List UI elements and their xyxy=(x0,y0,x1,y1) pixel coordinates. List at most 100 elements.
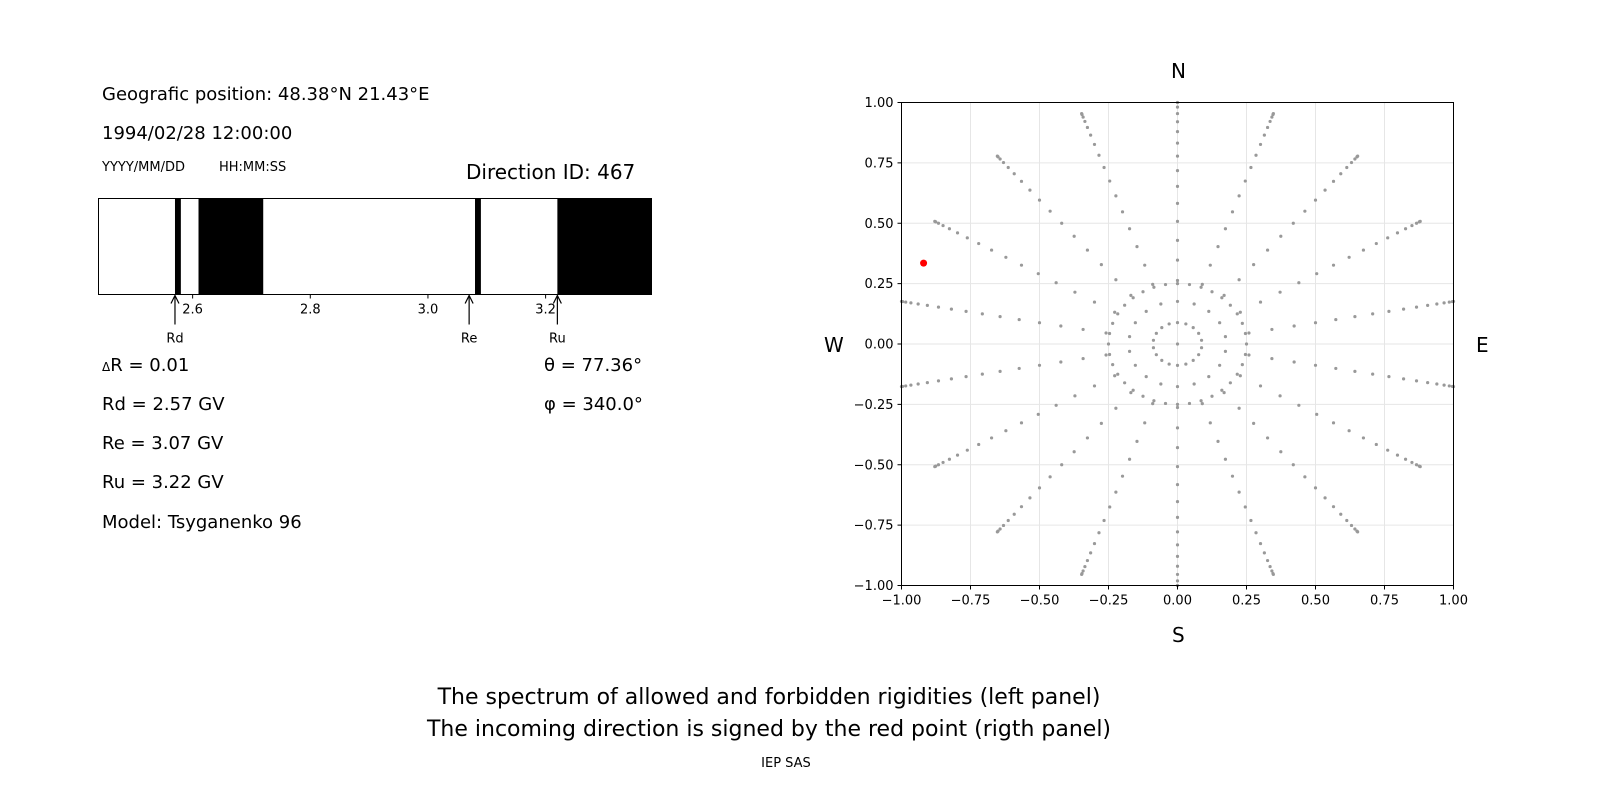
direction-point xyxy=(1114,406,1118,410)
direction-point xyxy=(1111,321,1115,325)
direction-point xyxy=(1297,281,1301,285)
direction-point xyxy=(1175,321,1180,325)
direction-point xyxy=(1144,375,1148,379)
direction-point xyxy=(1447,384,1451,388)
direction-point xyxy=(1175,402,1180,406)
direction-point xyxy=(1207,309,1211,313)
direction-point xyxy=(949,377,954,381)
forbidden-band xyxy=(174,198,181,295)
y-tick-label: 0.00 xyxy=(865,338,894,353)
direction-point xyxy=(1108,505,1112,509)
direction-point xyxy=(1371,372,1375,376)
direction-point xyxy=(1116,312,1120,316)
direction-point xyxy=(941,460,945,465)
marker-label-ru: Ru xyxy=(549,332,566,347)
direction-point xyxy=(1127,457,1132,461)
direction-point xyxy=(1113,374,1117,378)
direction-point xyxy=(1141,394,1145,398)
direction-point xyxy=(1313,198,1318,202)
direction-point xyxy=(1167,322,1171,326)
direction-point xyxy=(1175,342,1180,346)
direction-point xyxy=(1230,474,1235,478)
direction-point xyxy=(1083,564,1087,569)
direction-point xyxy=(1116,372,1120,376)
direction-point xyxy=(1019,263,1024,267)
direction-point xyxy=(1238,310,1242,314)
direction-point xyxy=(1331,505,1336,509)
direction-point xyxy=(1339,512,1343,516)
date-format-label: YYYY/MM/DD xyxy=(102,160,185,175)
direction-point xyxy=(1127,349,1132,353)
south-label: S xyxy=(1172,623,1185,647)
direction-point xyxy=(941,223,945,228)
direction-point xyxy=(1160,358,1164,362)
direction-point xyxy=(1083,119,1087,124)
direction-point xyxy=(1175,384,1180,389)
direction-point xyxy=(1447,300,1451,304)
direction-point xyxy=(1292,324,1296,328)
direction-point xyxy=(1114,278,1118,282)
direction-point xyxy=(1072,234,1076,238)
delta-r-value: R = 0.01 xyxy=(110,355,190,376)
direction-point xyxy=(1249,518,1253,523)
time-format-label: HH:MM:SS xyxy=(219,160,287,175)
direction-point xyxy=(1143,421,1147,425)
spectrum-tick-label: 2.6 xyxy=(182,303,203,318)
direction-point xyxy=(1323,496,1327,500)
direction-point xyxy=(1159,302,1163,306)
west-label: W xyxy=(824,333,844,357)
direction-point xyxy=(1331,179,1336,183)
direction-point xyxy=(1001,523,1006,528)
direction-point xyxy=(1403,227,1408,231)
direction-point xyxy=(1048,475,1052,479)
direction-point xyxy=(1228,381,1232,385)
direction-point xyxy=(1353,369,1357,373)
direction-point xyxy=(1017,366,1021,371)
direction-point xyxy=(1278,394,1282,398)
direction-point xyxy=(998,527,1002,531)
north-label: N xyxy=(1171,59,1186,83)
direction-point xyxy=(933,465,937,469)
direction-point xyxy=(1334,317,1338,322)
direction-point xyxy=(1175,278,1180,283)
direction-point xyxy=(1001,160,1006,165)
direction-point xyxy=(1252,421,1256,425)
marker-arrow-head xyxy=(552,294,562,304)
direction-point xyxy=(1254,153,1258,157)
direction-point xyxy=(1258,300,1263,304)
direction-point xyxy=(909,301,913,305)
direction-point xyxy=(1141,290,1145,294)
ru-value: Ru = 3.22 GV xyxy=(102,472,224,493)
direction-point xyxy=(1175,515,1180,520)
direction-point xyxy=(1175,483,1180,487)
direction-point xyxy=(1270,327,1274,332)
caption-line-2: The incoming direction is signed by the … xyxy=(426,717,1112,742)
direction-point xyxy=(1292,360,1296,364)
direction-point xyxy=(1081,115,1085,119)
direction-point xyxy=(1356,154,1360,158)
date-time: 1994/02/28 12:00:00 xyxy=(102,123,293,144)
direction-point xyxy=(1262,551,1266,555)
direction-point xyxy=(1175,554,1180,558)
delta-r: ΔR = 0.01 xyxy=(102,357,189,375)
direction-point xyxy=(1120,474,1125,478)
direction-point xyxy=(1268,564,1272,569)
direction-point xyxy=(1271,111,1275,116)
direction-point xyxy=(1191,358,1195,362)
direction-point xyxy=(1216,245,1220,249)
direction-point xyxy=(1114,194,1118,198)
direction-point xyxy=(1131,388,1135,392)
direction-point xyxy=(1017,317,1021,322)
direction-point xyxy=(1403,457,1408,461)
y-tick-label: −0.50 xyxy=(854,458,894,473)
direction-point xyxy=(1019,505,1024,509)
direction-point xyxy=(1258,541,1263,546)
direction-point xyxy=(1387,375,1391,379)
direction-point xyxy=(1175,405,1180,410)
direction-point xyxy=(1127,227,1132,231)
direction-id: Direction ID: 467 xyxy=(466,160,636,184)
delta-symbol: Δ xyxy=(102,360,111,374)
direction-point xyxy=(1222,293,1226,297)
direction-point xyxy=(936,379,941,383)
direction-point xyxy=(1175,258,1180,262)
